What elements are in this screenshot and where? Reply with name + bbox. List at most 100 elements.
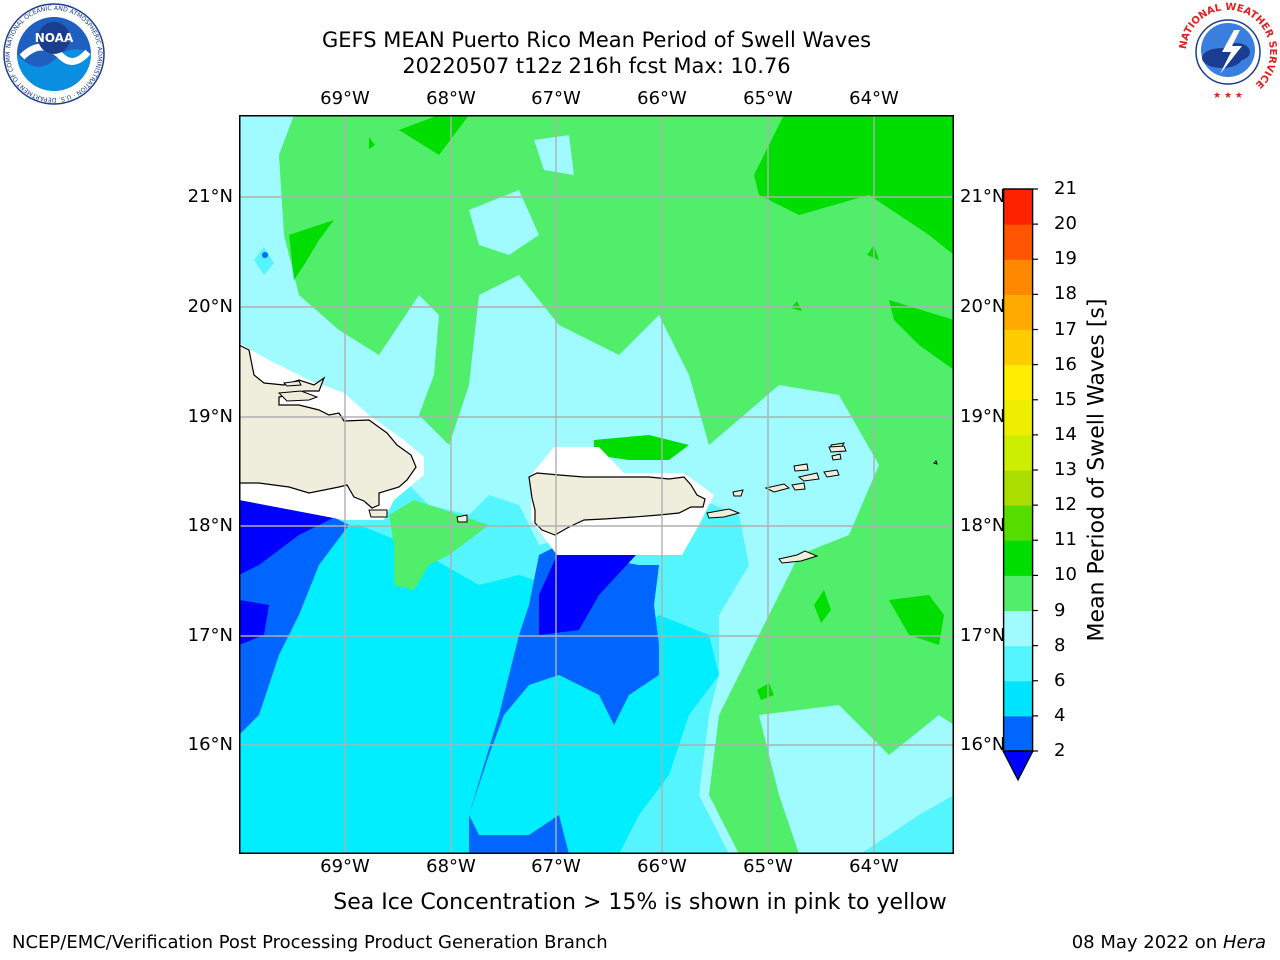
colorbar-extend-min (1002, 750, 1034, 782)
sea-ice-note: Sea Ice Concentration > 15% is shown in … (0, 890, 1280, 915)
mona-island (456, 514, 468, 523)
colorbar-segment (1003, 680, 1033, 717)
graticule (239, 115, 954, 854)
colorbar-segment (1003, 434, 1033, 471)
field-green-ne (754, 115, 954, 255)
field-green-pr-north (594, 435, 689, 460)
colorbar-frame (1002, 188, 1034, 752)
lon-label-top: 68°W (426, 88, 476, 109)
field-green-speck1 (867, 245, 879, 260)
field-green-e (889, 300, 954, 370)
colorbar-segment (1003, 224, 1033, 260)
lon-label-top: 64°W (849, 88, 899, 109)
colorbar-segment (1003, 715, 1033, 752)
colorbar-segment (1003, 399, 1033, 436)
colorbar-tick-label: 16 (1054, 353, 1077, 375)
field-light-cyan-dot (254, 247, 274, 275)
field-deep-blue-center (539, 555, 636, 635)
lon-label-top: 69°W (320, 88, 370, 109)
sombrero-island (793, 463, 809, 472)
colorbar (1002, 188, 1038, 782)
field-green-se3 (757, 683, 774, 700)
east-island-speck (933, 460, 938, 465)
lat-label-right: 17°N (960, 625, 1006, 646)
colorbar-tick-label: 20 (1054, 213, 1077, 235)
field-cyan (239, 525, 719, 854)
lon-label-top: 66°W (637, 88, 687, 109)
field-pale-cyan-se (759, 705, 954, 854)
lat-label-right: 18°N (960, 515, 1006, 536)
colorbar-segment (1003, 575, 1033, 611)
colorbar-tick-label: 21 (1054, 178, 1077, 199)
culebra-island (732, 489, 744, 497)
sea-ice-note-text: Sea Ice Concentration > 15% is shown in … (333, 890, 947, 915)
lat-label-right: 16°N (960, 734, 1006, 755)
colorbar-tick-label: 10 (1054, 564, 1077, 586)
field-blue-dot (262, 252, 268, 258)
field-light-cyan-ne (860, 795, 954, 854)
field-green-nw (289, 220, 334, 280)
vieques-island (706, 508, 741, 519)
noaa-logo: NATIONAL OCEANIC AND ATMOSPHERIC ADMINIS… (2, 2, 105, 105)
field-green-speck2 (791, 301, 802, 311)
tortuga-island (282, 380, 302, 387)
colorbar-title: Mean Period of Swell Waves [s] (1084, 298, 1110, 642)
lon-label-bottom: 65°W (743, 856, 793, 877)
field-blue (239, 515, 349, 735)
colorbar-tick-label: 17 (1054, 318, 1077, 340)
hispaniola-land (239, 344, 417, 509)
colorbar-segment (1003, 189, 1033, 225)
svg-text:★ ★ ★: ★ ★ ★ (1213, 91, 1243, 101)
field-green-speck3 (369, 137, 375, 149)
puerto-rico-land (528, 472, 706, 536)
colorbar-tick-label: 4 (1054, 704, 1066, 726)
colorbar-tick-label: 9 (1054, 599, 1066, 621)
colorbar-tick-label: 13 (1054, 459, 1077, 480)
colorbar-segment (1003, 645, 1033, 682)
swell-period-map (239, 115, 954, 854)
tortola-island (797, 472, 820, 482)
st-thomas-island (764, 483, 791, 493)
lat-label-left: 20°N (187, 296, 233, 317)
footer-date: 08 May 2022 on Hera (1072, 932, 1266, 953)
saona-island (368, 509, 388, 518)
field-blue-center (469, 545, 659, 854)
colorbar-tick-label: 11 (1054, 529, 1077, 551)
lat-label-left: 18°N (187, 515, 233, 536)
st-martin-island (831, 453, 842, 461)
lon-label-top: 67°W (531, 88, 581, 109)
lat-label-left: 19°N (187, 406, 233, 427)
lon-label-bottom: 64°W (849, 856, 899, 877)
lat-label-left: 16°N (187, 734, 233, 755)
colorbar-segment (1003, 470, 1033, 506)
noaa-logo-text: NOAA (35, 31, 74, 45)
colorbar-segment (1003, 364, 1033, 401)
colorbar-tick-label: 15 (1054, 388, 1077, 410)
footer-left-credit: NCEP/EMC/Verification Post Processing Pr… (12, 932, 608, 953)
lat-label-left: 17°N (187, 625, 233, 646)
field-deep-blue-west (239, 500, 344, 575)
field-green-se2 (814, 590, 831, 623)
colorbar-tick-label: 12 (1054, 494, 1077, 516)
st-croix-island (778, 550, 819, 564)
anguilla-island (828, 445, 847, 453)
colorbar-tick-label: 18 (1054, 283, 1077, 305)
colorbar-segment (1003, 505, 1033, 541)
colorbar-tick-label: 2 (1054, 740, 1066, 761)
virgin-gorda-island (823, 469, 840, 478)
lat-label-right: 20°N (960, 296, 1006, 317)
footer-machine: Hera (1222, 932, 1266, 953)
lon-label-bottom: 68°W (426, 856, 476, 877)
map-subtitle: 20220507 t12z 216h fcst Max: 10.76 (402, 54, 791, 78)
colorbar-tick-label: 19 (1054, 248, 1077, 270)
field-pale-cyan-north2 (534, 135, 574, 175)
lon-label-bottom: 66°W (637, 856, 687, 877)
colorbar-tick-label: 14 (1054, 423, 1077, 445)
st-john-island (791, 482, 806, 491)
lat-label-right: 19°N (960, 406, 1006, 427)
footer-date-text: 08 May 2022 on (1071, 932, 1223, 953)
colorbar-tick-label: 6 (1054, 669, 1066, 691)
map-title: GEFS MEAN Puerto Rico Mean Period of Swe… (321, 28, 872, 52)
colorbar-segment (1003, 329, 1033, 366)
colorbar-segment (1003, 259, 1033, 295)
